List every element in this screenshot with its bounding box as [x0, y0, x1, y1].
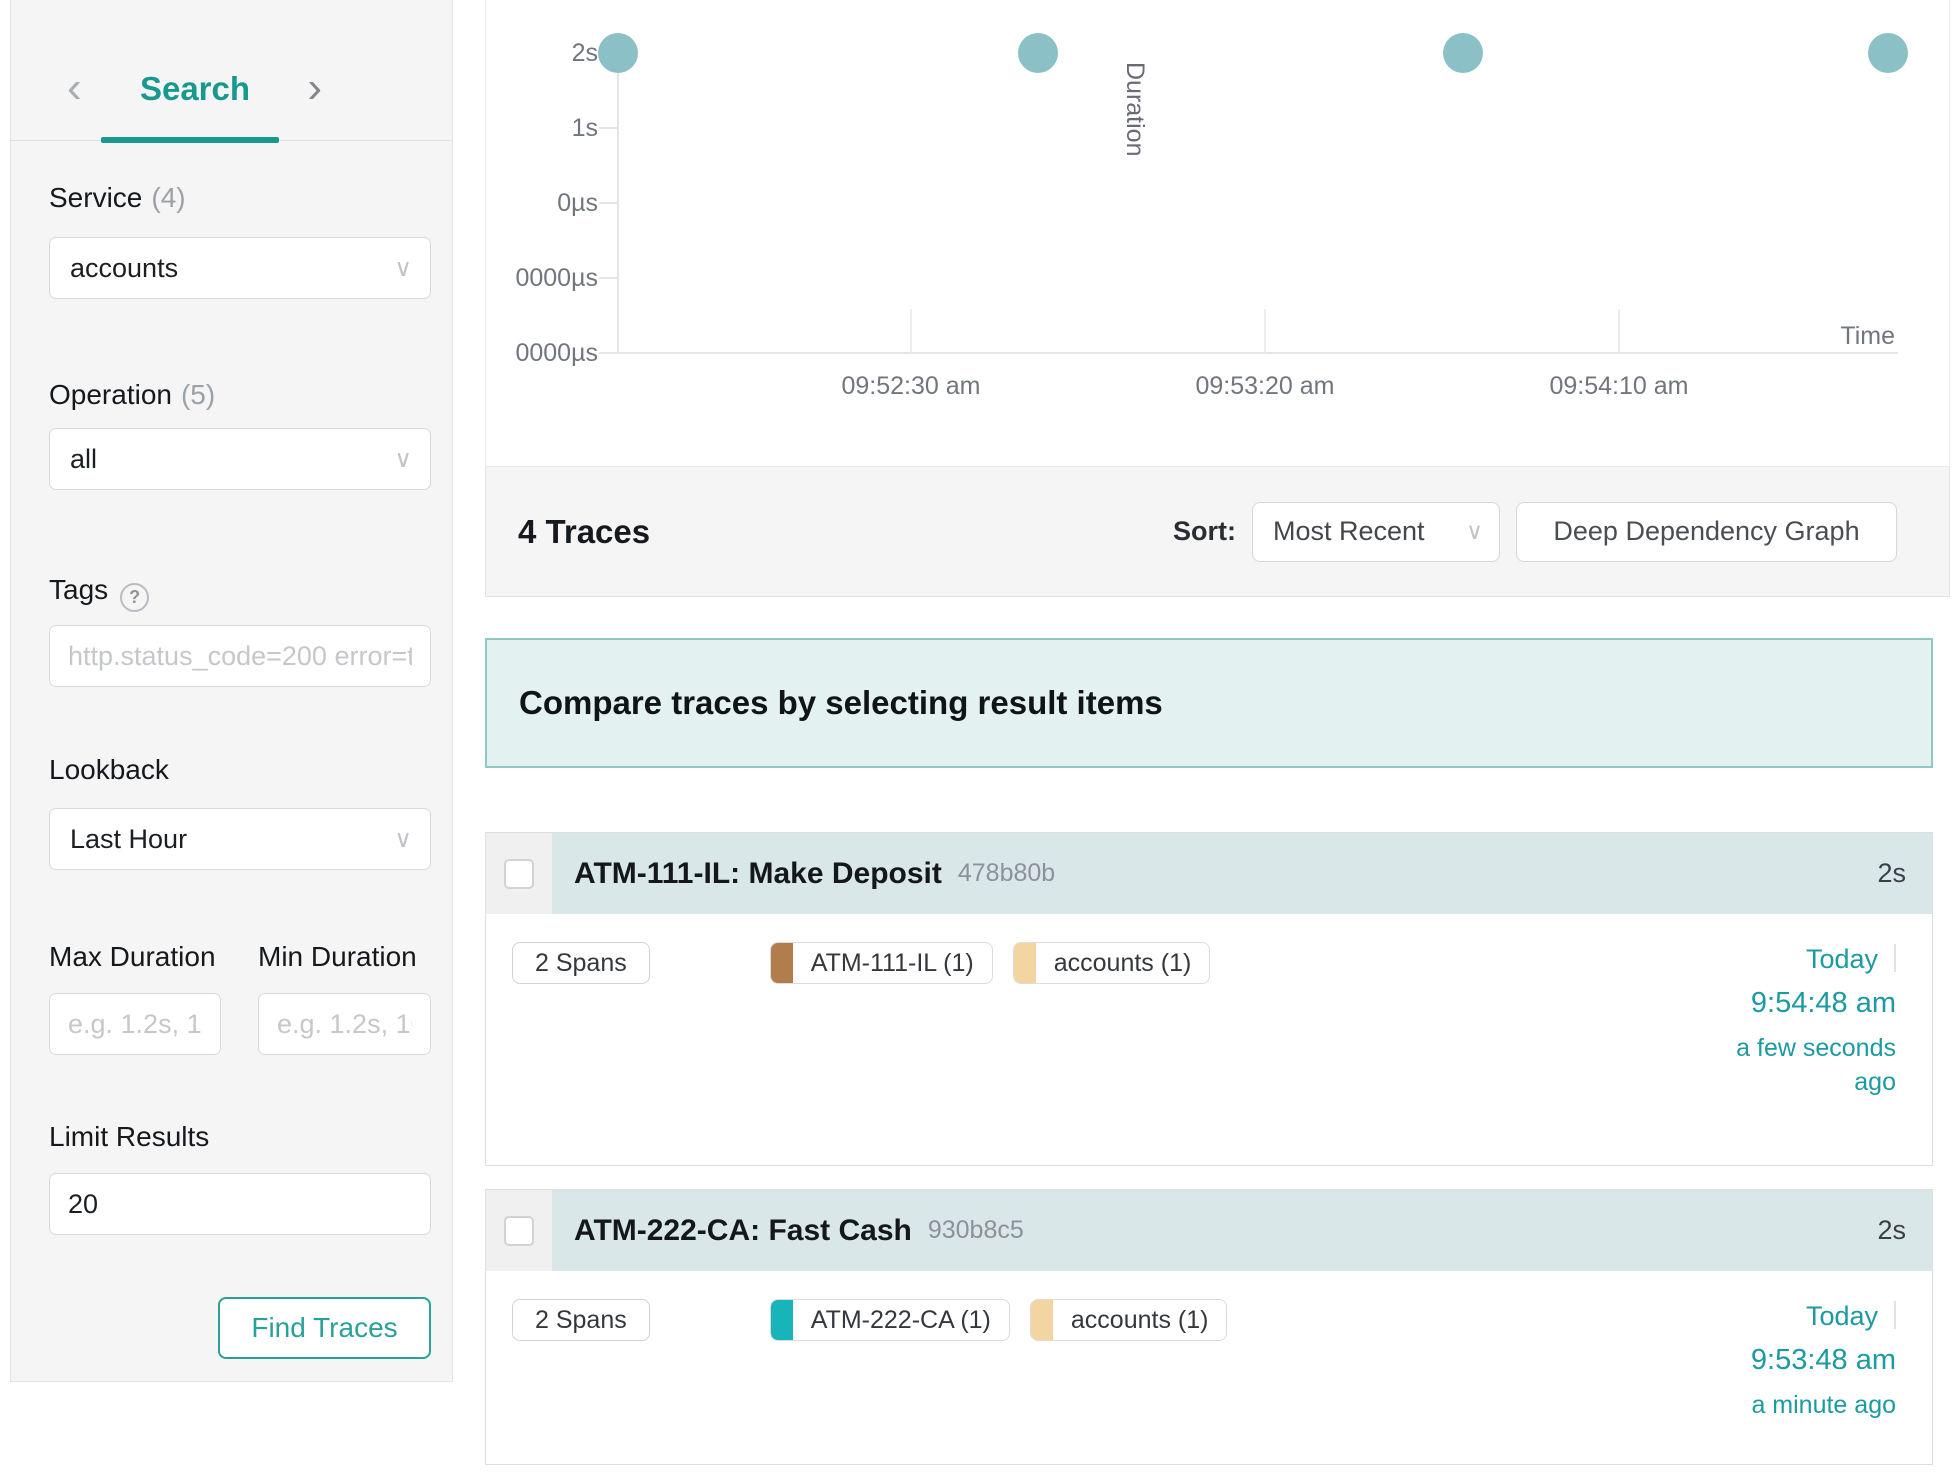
checkbox-cell: [486, 1190, 552, 1271]
service-badge: accounts (1): [1012, 942, 1211, 984]
trace-card-header[interactable]: ATM-111-IL: Make Deposit 478b80b 2s: [486, 833, 1932, 914]
duration-scatter-chart: 2s 1s 0µs 0000µs 0000µs 09:52:30 am 09:5…: [485, 0, 1950, 467]
trace-duration: 2s: [1877, 858, 1906, 888]
chevron-down-icon: ∨: [394, 254, 412, 282]
trace-date: Today: [1805, 944, 1878, 974]
sort-select[interactable]: Most Recent ∨: [1252, 501, 1500, 562]
scatter-point[interactable]: [1868, 33, 1908, 73]
x-tick: [910, 309, 912, 353]
lookback-select[interactable]: Last Hour ∨: [49, 808, 431, 870]
service-color-swatch: [1030, 1300, 1053, 1340]
lookback-select-value: Last Hour: [70, 823, 188, 854]
operation-label: Operation (5): [49, 379, 216, 410]
trace-id: 930b8c5: [927, 1216, 1024, 1244]
trace-count: 4 Traces: [518, 512, 651, 550]
y-tick: [599, 202, 618, 204]
y-tick-label: 0000µs: [515, 339, 598, 367]
checkbox-cell: [486, 833, 552, 914]
service-color-swatch: [770, 1300, 793, 1340]
results-panel: 2s 1s 0µs 0000µs 0000µs 09:52:30 am 09:5…: [485, 0, 1950, 1465]
service-select-value: accounts: [70, 252, 179, 283]
x-tick: [1264, 309, 1266, 353]
max-duration-label: Max Duration: [49, 941, 216, 972]
chevron-down-icon: ∨: [394, 825, 412, 853]
tab-search[interactable]: Search: [139, 70, 251, 107]
tags-input[interactable]: [49, 625, 431, 687]
scatter-point[interactable]: [1018, 33, 1058, 73]
span-count-pill: 2 Spans: [512, 942, 650, 984]
chevron-right-icon[interactable]: ›: [307, 63, 322, 112]
y-tick: [599, 127, 618, 129]
min-duration-input[interactable]: [258, 993, 431, 1055]
service-color-swatch: [770, 943, 793, 983]
trace-result-card[interactable]: ATM-111-IL: Make Deposit 478b80b 2s 2 Sp…: [485, 832, 1933, 1166]
x-tick-label: 09:53:20 am: [1195, 372, 1335, 400]
service-color-swatch: [1013, 943, 1036, 983]
limit-results-input[interactable]: [49, 1173, 431, 1235]
x-tick: [1618, 309, 1620, 353]
y-tick: [599, 277, 618, 279]
x-axis-title: Time: [1840, 322, 1895, 350]
y-tick-label: 2s: [571, 39, 598, 67]
trace-card-header[interactable]: ATM-222-CA: Fast Cash 930b8c5 2s: [486, 1190, 1932, 1271]
min-duration-label: Min Duration: [258, 941, 417, 972]
chevron-left-icon[interactable]: ‹: [67, 63, 82, 112]
scatter-point[interactable]: [1443, 33, 1483, 73]
compare-banner: Compare traces by selecting result items: [485, 638, 1933, 768]
y-tick-label: 1s: [571, 114, 598, 142]
date-time-divider: [1894, 1301, 1896, 1329]
trace-select-checkbox[interactable]: [504, 858, 534, 889]
y-tick: [599, 352, 618, 354]
y-tick-label: 0µs: [557, 189, 598, 217]
trace-title[interactable]: ATM-222-CA: Fast Cash: [574, 1213, 912, 1247]
x-tick-label: 09:52:30 am: [841, 372, 981, 400]
trace-id: 478b80b: [957, 859, 1056, 887]
y-tick-label: 0000µs: [515, 264, 598, 292]
date-time-divider: [1894, 944, 1896, 972]
results-toolbar: 4 Traces Sort: Most Recent ∨ Deep Depend…: [485, 467, 1950, 597]
scatter-point[interactable]: [598, 33, 638, 73]
trace-card-body: 2 Spans ATM-222-CA (1) accounts (1) Toda…: [486, 1271, 1932, 1464]
span-count-pill: 2 Spans: [512, 1299, 650, 1341]
sidebar-header: ‹ Search ›: [11, 0, 452, 143]
service-badge: ATM-111-IL (1): [769, 942, 993, 984]
x-axis-line: [599, 352, 1898, 354]
max-duration-input[interactable]: [49, 993, 221, 1055]
trace-relative-time: a minute ago: [1751, 1391, 1896, 1419]
lookback-label: Lookback: [49, 754, 169, 785]
operation-select-value: all: [70, 443, 98, 474]
deep-dependency-graph-button[interactable]: Deep Dependency Graph: [1516, 501, 1897, 562]
service-badge: accounts (1): [1029, 1299, 1228, 1341]
service-badge: ATM-222-CA (1): [769, 1299, 1010, 1341]
tags-label: Tags?: [49, 572, 150, 612]
chevron-down-icon: ∨: [394, 445, 412, 473]
trace-time: 9:53:48 am: [1750, 1344, 1896, 1376]
sort-select-value: Most Recent: [1273, 516, 1425, 546]
tab-active-underline: [101, 137, 279, 143]
trace-duration: 2s: [1877, 1215, 1906, 1245]
service-select[interactable]: accounts ∨: [49, 237, 431, 299]
trace-card-body: 2 Spans ATM-111-IL (1) accounts (1) Toda…: [486, 914, 1932, 1165]
x-tick-label: 09:54:10 am: [1549, 372, 1689, 400]
trace-time: 9:54:48 am: [1750, 987, 1896, 1019]
y-axis-title: Duration: [1121, 62, 1149, 157]
trace-timestamp[interactable]: Today 9:54:48 am a few seconds ago: [1696, 942, 1896, 1099]
trace-relative-time: a few seconds ago: [1736, 1034, 1896, 1096]
search-sidebar: ‹ Search › Service (4) accounts ∨ Operati…: [10, 0, 453, 1382]
question-circle-icon[interactable]: ?: [120, 582, 150, 612]
operation-select[interactable]: all ∨: [49, 428, 431, 490]
find-traces-button[interactable]: Find Traces: [218, 1297, 431, 1359]
trace-select-checkbox[interactable]: [504, 1215, 534, 1246]
trace-title[interactable]: ATM-111-IL: Make Deposit: [574, 856, 942, 890]
service-label: Service (4): [49, 182, 186, 213]
y-axis-line: [617, 35, 619, 353]
chevron-down-icon: ∨: [1466, 518, 1483, 544]
trace-date: Today: [1805, 1301, 1878, 1331]
sort-label: Sort:: [1173, 516, 1236, 546]
limit-results-label: Limit Results: [49, 1121, 210, 1152]
trace-timestamp[interactable]: Today 9:53:48 am a minute ago: [1751, 1299, 1896, 1422]
trace-result-card[interactable]: ATM-222-CA: Fast Cash 930b8c5 2s 2 Spans…: [485, 1189, 1933, 1465]
